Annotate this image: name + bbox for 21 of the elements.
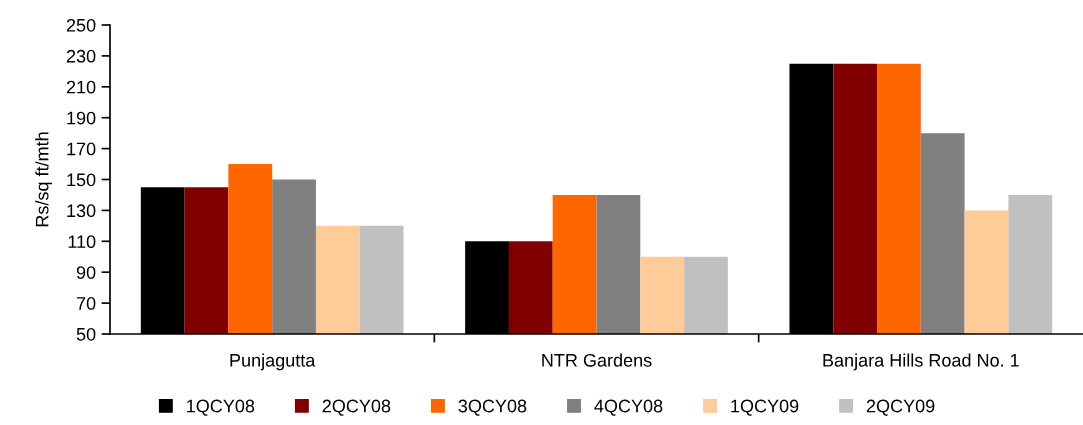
y-axis-title: Rs/sq ft/mth [35, 132, 53, 227]
y-tick-label: 130 [67, 204, 96, 218]
y-tick-label: 110 [68, 235, 96, 249]
x-tick-label: Banjara Hills Road No. 1 [823, 353, 1019, 371]
y-tick-label: 150 [67, 173, 96, 187]
y-tick-label: 70 [76, 297, 96, 310]
x-tick-label: Punjagutta [230, 353, 316, 371]
legend-label: 1QCY08 [187, 399, 255, 416]
y-tick-label: 210 [66, 80, 96, 94]
y-tick-label: 50 [76, 327, 96, 341]
x-tick-label: NTR Gardens [542, 353, 652, 367]
legend-label: 3QCY08 [458, 399, 527, 416]
legend-label: 4QCY08 [594, 399, 663, 416]
y-tick-label: 230 [66, 49, 96, 63]
y-tick-label: 250 [66, 18, 96, 32]
y-tick-label: 170 [67, 142, 96, 156]
y-tick-label: 90 [76, 266, 96, 279]
y-tick-label: 190 [67, 111, 96, 125]
legend-label: 1QCY09 [731, 399, 799, 416]
legend-label: 2QCY08 [322, 399, 391, 416]
legend-label: 2QCY09 [866, 399, 935, 416]
